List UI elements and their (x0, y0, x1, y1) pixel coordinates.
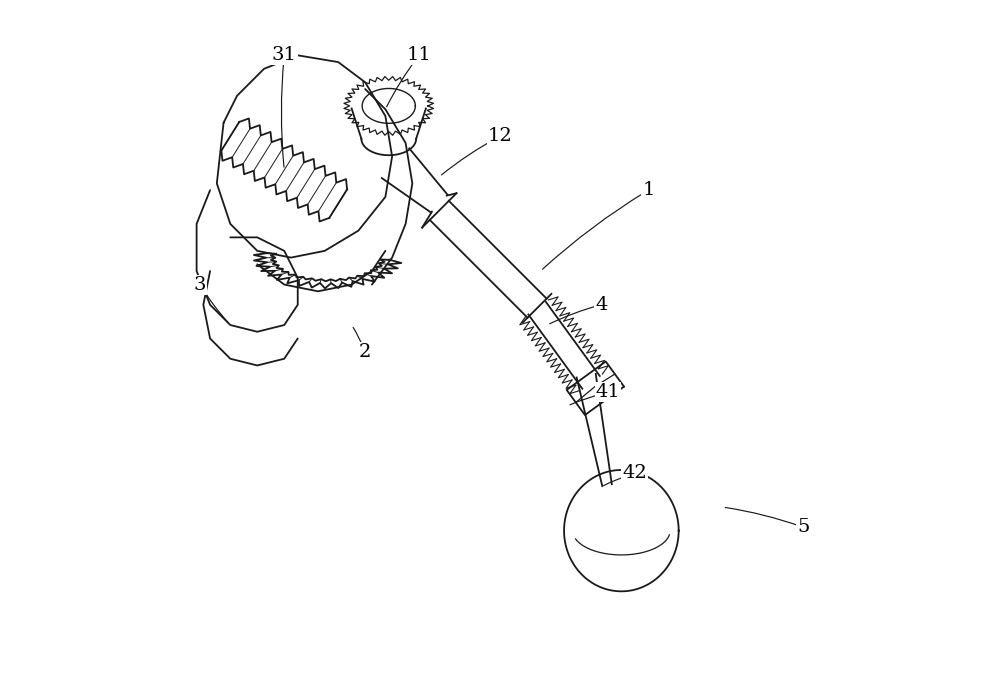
Text: 41: 41 (596, 383, 620, 401)
Text: 31: 31 (272, 46, 297, 64)
Text: 5: 5 (797, 519, 810, 536)
Text: 2: 2 (359, 343, 371, 361)
Text: 42: 42 (622, 464, 647, 482)
Text: 11: 11 (407, 46, 431, 64)
Text: 12: 12 (488, 127, 512, 146)
Text: 1: 1 (642, 181, 655, 199)
Text: 3: 3 (194, 276, 206, 294)
Text: 4: 4 (595, 296, 607, 313)
